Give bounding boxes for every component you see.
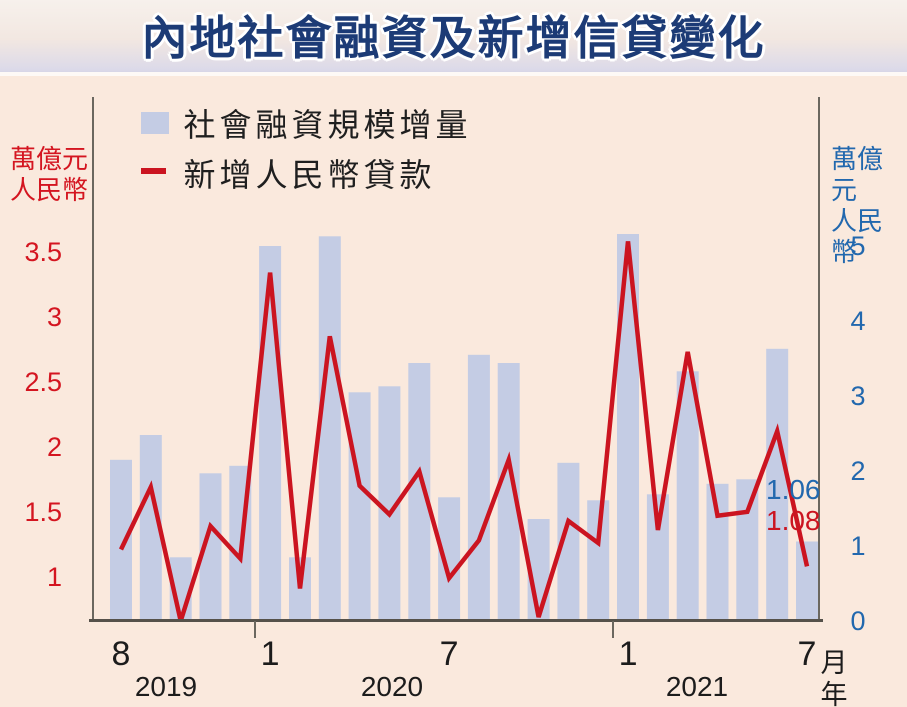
left-tick-2.5: 2.5 [24,366,62,397]
legend-item-social-financing: 社會融資規模增量 [141,100,471,150]
year-unit-label: 年 [820,680,848,707]
left-axis-unit-label: 萬億元 人民幣 [10,144,88,206]
left-axis-unit-line2: 人民幣 [10,175,89,205]
right-axis-unit-label: 萬億元 人民幣 [831,144,907,268]
legend: 社會融資規模增量 新增人民幣貸款 [141,100,471,200]
legend-item-new-loans: 新增人民幣貸款 [141,150,471,200]
year-label-2021: 2021 [665,671,729,702]
year-label-2019: 2019 [134,671,198,702]
line-series-swatch-icon [141,168,166,174]
annotation-1.08: 1.08 [766,505,821,536]
right-axis-unit-line2: 人民幣 [831,206,884,267]
annotation-1.06: 1.06 [766,474,821,505]
bar-2019-08 [110,459,132,621]
bar-2020-03 [318,236,341,621]
right-tick-1: 1 [850,531,866,561]
bar-2020-04 [348,392,371,621]
right-tick-0: 0 [850,606,866,636]
year-boundary-tick-slot5 [254,621,257,638]
bar-2020-02 [289,557,311,621]
bar-2021-02 [646,494,669,621]
left-tick-3.5: 3.5 [24,236,62,267]
bar-2021-07 [796,541,818,621]
bar-2019-09 [139,435,162,621]
plot-area [92,97,820,621]
month-label-8-slot0: 8 [111,635,131,673]
bar-2020-05 [378,386,401,621]
left-tick-1.5: 1.5 [24,496,62,527]
month-unit-label: 月 [820,648,848,678]
month-label-7-slot11: 7 [439,635,459,673]
year-boundary-tick-slot17 [612,621,615,638]
title-band: 內地社會融資及新增信貸變化 [0,0,907,76]
bar-2020-08 [467,354,490,621]
right-tick-4: 4 [850,306,866,336]
right-tick-3: 3 [850,381,866,411]
page-title: 內地社會融資及新增信貸變化 [141,12,766,64]
bar-2021-05 [736,479,759,621]
bar-2020-06 [408,363,431,621]
month-label-7-slot23: 7 [797,635,817,673]
bar-2020-01 [259,246,282,621]
right-tick-2: 2 [850,456,866,486]
month-label-1-slot5: 1 [260,635,280,673]
right-tick-5: 5 [850,231,866,261]
legend-label-social-financing: 社會融資規模增量 [183,107,472,143]
right-axis-unit-line1: 萬億元 [831,144,884,205]
bar-2020-07 [438,497,461,621]
bar-series-swatch-icon [141,112,169,134]
plot-svg [110,234,818,621]
left-tick-2: 2 [46,431,62,462]
bar-2019-11 [199,473,222,621]
bar-2020-11 [557,462,580,621]
left-axis-unit-line1: 萬億元 [10,144,89,174]
bar-2021-04 [706,483,729,621]
bar-2020-09 [497,363,520,621]
left-tick-3: 3 [46,301,62,332]
bar-2021-01 [617,234,639,621]
left-tick-1: 1 [46,561,62,592]
new-loans-line [118,241,810,621]
x-axis-line [89,619,823,622]
legend-label-new-loans: 新增人民幣貸款 [183,157,436,193]
month-label-1-slot17: 1 [618,635,638,673]
bar-2021-03 [676,371,699,621]
year-label-2020: 2020 [360,671,424,702]
bar-2020-12 [587,500,610,621]
bar-2021-06 [766,348,789,621]
